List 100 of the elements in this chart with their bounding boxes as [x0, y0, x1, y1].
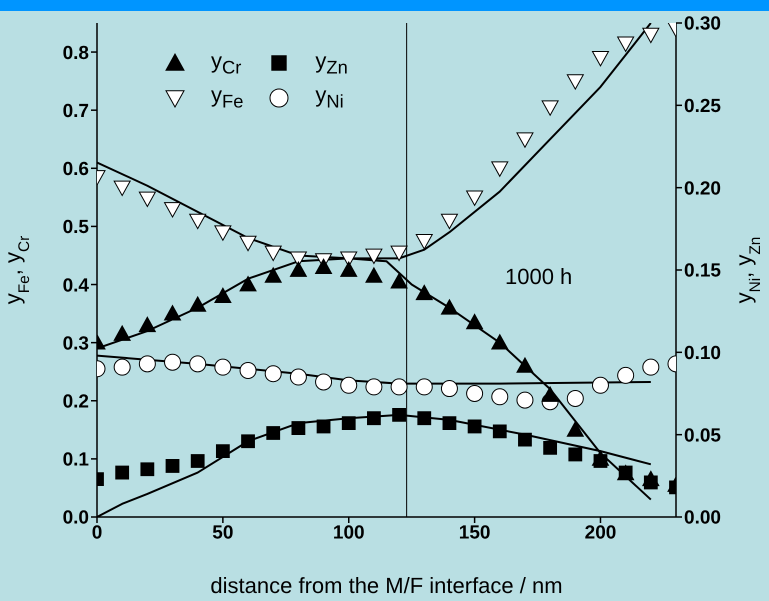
y2-tick-label: 0.30	[684, 14, 721, 35]
y-tick-label: 0.4	[62, 275, 90, 296]
point	[290, 368, 307, 386]
point	[240, 362, 257, 379]
point	[114, 325, 131, 341]
point	[416, 284, 433, 300]
point	[240, 236, 257, 252]
point	[542, 386, 559, 402]
point	[214, 225, 232, 241]
y2-tick-label: 0.10	[684, 343, 721, 364]
y-tick-label: 0.6	[62, 159, 89, 180]
point	[642, 28, 660, 44]
point	[264, 246, 282, 262]
point	[367, 411, 381, 426]
legend-label: y$_{Cr}$	[211, 48, 242, 78]
point	[642, 470, 660, 486]
point	[138, 192, 156, 208]
point	[466, 190, 484, 206]
point	[566, 421, 584, 437]
point	[390, 273, 408, 289]
point	[442, 416, 456, 430]
point	[266, 426, 280, 440]
point	[568, 448, 582, 462]
point	[417, 411, 432, 426]
point	[518, 432, 532, 447]
point	[342, 416, 356, 430]
point	[516, 392, 534, 409]
x-tick-label: 200	[584, 522, 616, 544]
point	[340, 376, 358, 394]
y-tick-label: 0.1	[62, 450, 90, 471]
point	[491, 388, 508, 406]
point	[164, 305, 182, 320]
point	[392, 408, 406, 422]
y-tick-label: 0.3	[62, 333, 89, 354]
point	[216, 444, 230, 458]
point	[164, 202, 182, 218]
point	[592, 376, 609, 394]
point	[214, 358, 232, 376]
point	[642, 358, 660, 376]
point	[365, 267, 382, 283]
point	[115, 466, 130, 480]
point	[138, 355, 156, 372]
point	[291, 421, 306, 435]
point	[542, 100, 559, 116]
y2-tick-label: 0.00	[684, 508, 721, 529]
point	[315, 258, 332, 274]
point	[592, 450, 609, 466]
point	[340, 262, 358, 277]
y-tick-label: 0.2	[62, 392, 89, 413]
point	[140, 462, 154, 476]
point	[466, 314, 484, 330]
point	[190, 454, 205, 468]
point	[264, 267, 282, 283]
x-tick-label: 150	[458, 522, 490, 544]
point	[390, 378, 408, 396]
point	[516, 132, 534, 148]
point	[114, 358, 131, 376]
x-tick-label: 0	[92, 522, 102, 544]
point	[492, 424, 507, 438]
point	[241, 434, 255, 448]
point	[416, 378, 433, 396]
point	[316, 420, 330, 434]
point	[365, 378, 382, 396]
point	[390, 246, 408, 262]
point	[543, 440, 558, 455]
point	[466, 385, 484, 402]
point	[166, 459, 180, 473]
point	[491, 334, 508, 350]
point	[189, 355, 206, 372]
point	[592, 50, 609, 66]
y-tick-label: 0.7	[62, 100, 89, 122]
point	[365, 248, 382, 264]
point	[468, 420, 482, 434]
y2-tick-label: 0.15	[684, 260, 722, 282]
point	[138, 316, 156, 332]
point	[189, 214, 206, 230]
legend-label: y$_{Fe}$	[211, 82, 244, 113]
point	[214, 288, 232, 304]
y-tick-label: 0.8	[62, 42, 89, 64]
point	[416, 234, 433, 250]
point	[189, 296, 206, 312]
point	[617, 36, 634, 52]
point	[566, 74, 584, 90]
y2-tick-label: 0.05	[684, 425, 722, 446]
point	[617, 366, 634, 384]
point	[290, 262, 307, 277]
y2-tick-label: 0.25	[684, 96, 722, 118]
annotation: 1000 h	[505, 264, 572, 289]
point	[440, 380, 458, 398]
point	[164, 354, 182, 371]
x-tick-label: 50	[212, 522, 234, 544]
point	[264, 365, 282, 382]
point	[516, 357, 534, 373]
x-axis-title: distance from the M/F interface / nm	[210, 573, 563, 598]
point	[114, 180, 131, 196]
x-tick-label: 100	[332, 522, 365, 544]
point	[240, 276, 257, 292]
legend-label: y$_{Ni}$	[315, 82, 344, 113]
point	[566, 390, 584, 407]
point	[440, 299, 458, 315]
